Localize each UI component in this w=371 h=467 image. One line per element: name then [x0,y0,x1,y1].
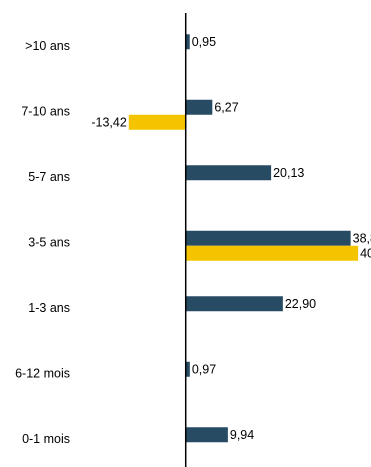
value-label: 0,95 [192,35,216,49]
category-label: 3-5 ans [28,236,70,250]
category-label: 0-1 mois [22,432,70,446]
category-label: 1-3 ans [28,301,70,315]
bar-series-2 [128,114,186,130]
value-label: 38,88 [353,232,371,246]
bar-series-1 [185,427,228,443]
bar-series-1 [185,99,213,115]
value-label: 20,13 [273,166,304,180]
bar-series-1 [185,230,351,246]
category-label: 7-10 ans [21,105,70,119]
value-label: 6,27 [214,101,238,115]
value-label: 9,94 [230,428,254,442]
category-label: 6-12 mois [15,367,70,381]
value-label: 22,90 [285,297,316,311]
labels-layer: >10 ans 0,95 7-10 ans 6,27 -13,42 5-7 ans 20,1… [15,35,371,446]
bar-series-1 [185,361,190,377]
category-label: >10 ans [25,39,70,53]
category-label: 5-7 ans [28,170,70,184]
bar-series-1 [185,165,272,181]
value-label: 40,64 [360,247,371,261]
bar-series-1 [185,34,190,50]
bar-series-2 [185,245,359,261]
value-label: 0,97 [192,363,216,377]
bar-series-1 [185,296,283,312]
value-label: -13,42 [91,116,126,130]
bars-layer [128,34,359,443]
